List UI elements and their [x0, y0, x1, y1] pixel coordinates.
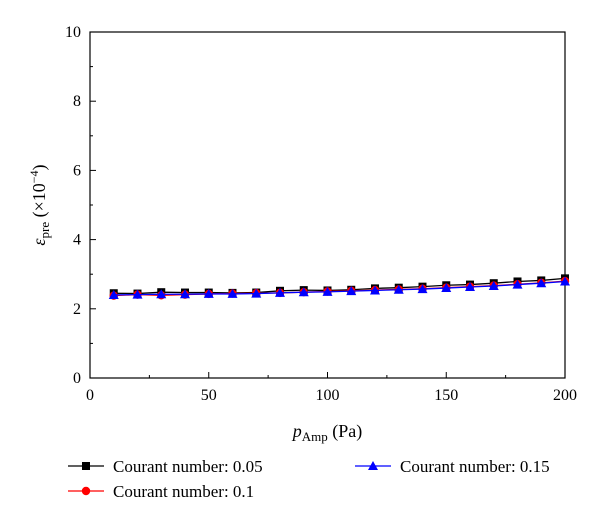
axes: 0 50 100 150 200 0 2 4 6 8 10 — [65, 24, 577, 404]
series-layer — [108, 274, 570, 300]
legend-marker — [82, 462, 90, 470]
plot-frame — [89, 31, 566, 379]
legend-label: Courant number: 0.05 — [113, 457, 263, 476]
data-point — [203, 288, 214, 298]
legend-item-1: Courant number: 0.05 — [68, 457, 263, 476]
data-point — [156, 289, 167, 299]
legend-marker — [81, 486, 91, 496]
data-point — [251, 288, 262, 298]
legend: Courant number: 0.05 Courant number: 0.1 C… — [68, 457, 550, 501]
series-line — [113, 280, 566, 296]
data-point — [108, 289, 119, 299]
data-point — [512, 279, 523, 289]
data-point — [275, 287, 285, 297]
x-axis-label: pAmp (Pa) — [291, 421, 363, 444]
y-tick-label: 2 — [73, 301, 81, 318]
x-axis-label-unit: (Pa) — [328, 421, 363, 442]
data-point — [346, 286, 357, 296]
data-point — [180, 289, 190, 299]
data-point — [441, 283, 452, 293]
x-tick-label: 0 — [86, 387, 94, 404]
data-point — [393, 284, 404, 294]
legend-marker — [368, 461, 378, 470]
x-tick-label: 50 — [201, 387, 217, 404]
y-axis-label-main: ε — [29, 238, 49, 246]
x-tick-label: 150 — [434, 387, 458, 404]
data-point — [370, 285, 380, 295]
y-axis-label-sub: pre — [37, 222, 52, 239]
y-tick-label: 4 — [73, 232, 81, 249]
series-3 — [108, 276, 570, 299]
legend-item-3: Courant number: 0.15 — [355, 457, 550, 476]
series-2 — [109, 276, 570, 300]
data-point — [560, 276, 570, 286]
y-axis-label: εpre (×10−4) — [27, 164, 52, 245]
y-tick-label: 8 — [73, 93, 81, 110]
legend-label: Courant number: 0.15 — [400, 457, 550, 476]
x-axis-label-sub: Amp — [302, 429, 328, 444]
data-point — [227, 288, 238, 298]
x-axis-label-main: p — [291, 421, 302, 441]
y-tick-label: 0 — [73, 370, 81, 387]
data-point — [298, 287, 309, 297]
y-axis-label-exp: −4 — [27, 170, 41, 183]
data-point — [132, 289, 143, 299]
x-tick-label: 100 — [316, 387, 340, 404]
legend-item-2: Courant number: 0.1 — [68, 482, 254, 501]
data-point — [465, 282, 475, 292]
y-tick-label: 10 — [65, 24, 81, 41]
y-tick-label: 6 — [73, 162, 81, 179]
y-axis-label-unit: (×10 — [29, 183, 50, 222]
data-point — [417, 284, 428, 294]
data-point — [322, 286, 333, 296]
legend-label: Courant number: 0.1 — [113, 482, 254, 501]
data-point — [488, 280, 499, 290]
y-axis-label-close: ) — [29, 164, 50, 170]
x-tick-label: 200 — [553, 387, 577, 404]
data-point — [536, 278, 547, 288]
